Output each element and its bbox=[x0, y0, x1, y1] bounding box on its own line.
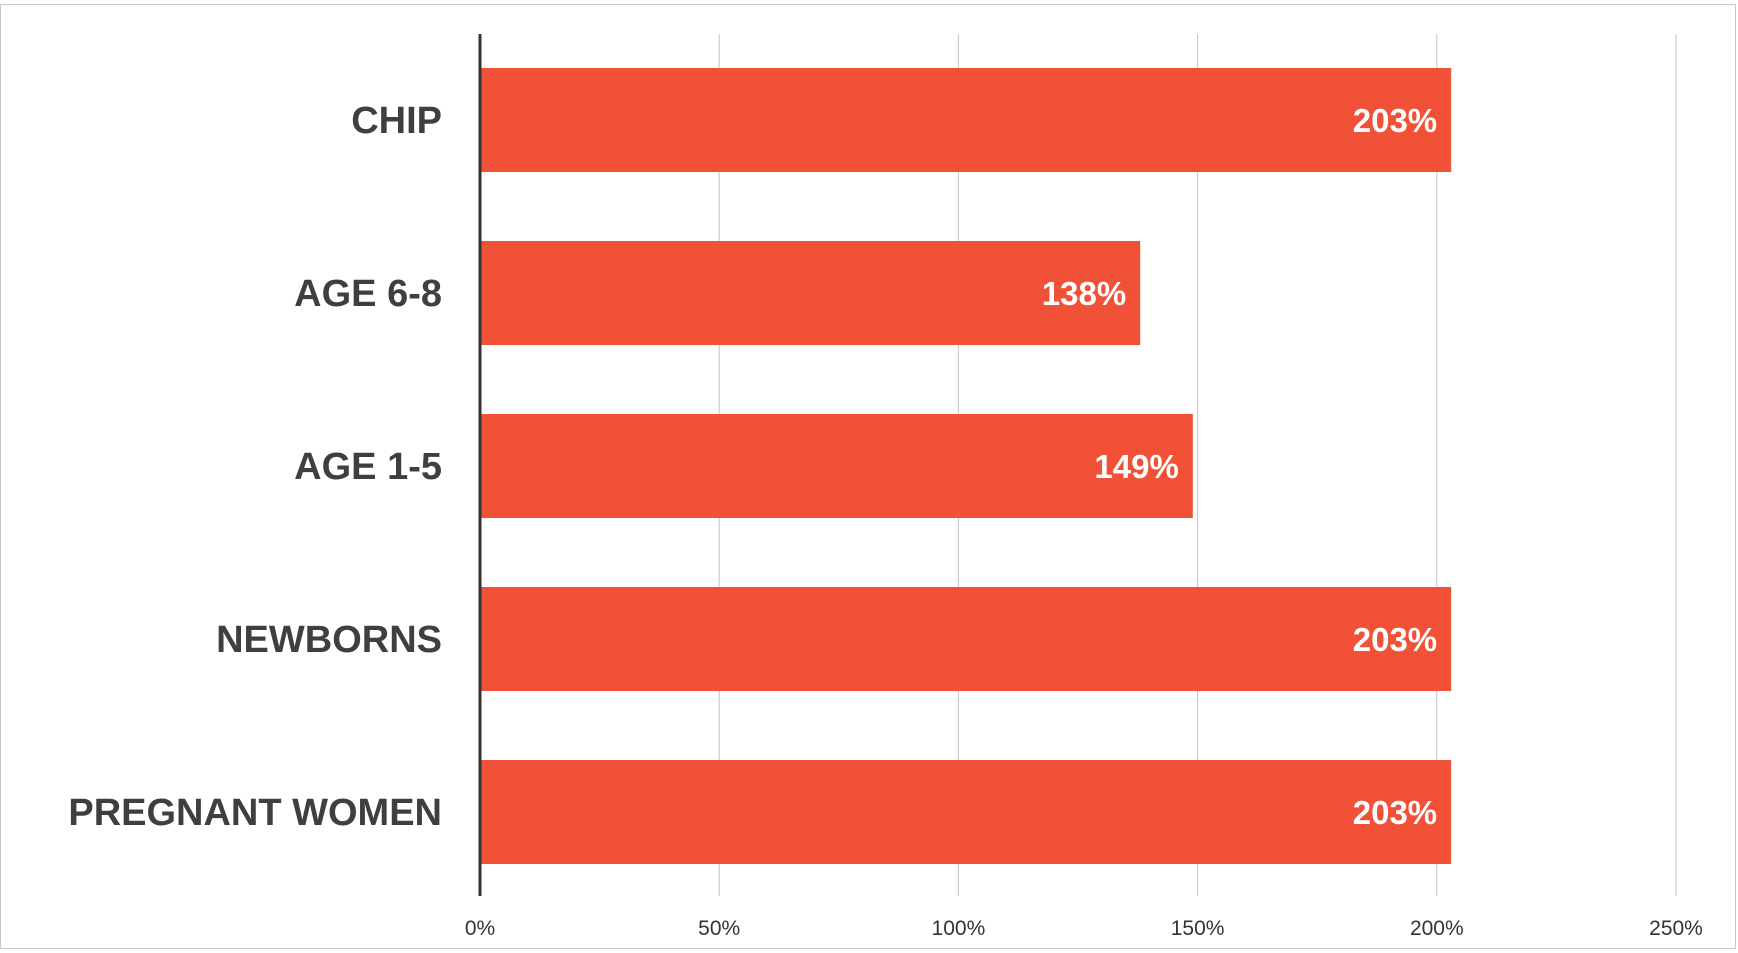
category-label: AGE 1-5 bbox=[294, 446, 442, 488]
category-label: NEWBORNS bbox=[216, 619, 442, 661]
data-label: 149% bbox=[1094, 448, 1178, 485]
bar bbox=[480, 760, 1452, 864]
x-tick-label: 200% bbox=[1410, 917, 1464, 940]
bar bbox=[480, 241, 1141, 345]
labels: 0% 50% 100% 150% 200% 250% CHIP 203% AGE 6-8 138%… bbox=[68, 100, 1703, 940]
bars bbox=[480, 68, 1452, 864]
data-label: 138% bbox=[1042, 275, 1126, 312]
bar bbox=[480, 68, 1452, 172]
bar bbox=[480, 414, 1193, 518]
data-label: 203% bbox=[1353, 621, 1437, 658]
x-tick-label: 50% bbox=[698, 917, 740, 940]
data-label: 203% bbox=[1353, 102, 1437, 139]
gridlines bbox=[718, 34, 1677, 896]
data-label: 203% bbox=[1353, 794, 1437, 831]
x-tick-label: 250% bbox=[1649, 917, 1703, 940]
category-label: CHIP bbox=[351, 100, 442, 142]
category-label: PREGNANT WOMEN bbox=[68, 792, 442, 834]
category-label: AGE 6-8 bbox=[294, 273, 442, 315]
chart-frame bbox=[0, 4, 1736, 949]
x-tick-label: 150% bbox=[1171, 917, 1225, 940]
x-tick-label: 100% bbox=[932, 917, 986, 940]
bar bbox=[480, 587, 1452, 691]
x-tick-label: 0% bbox=[465, 917, 495, 940]
